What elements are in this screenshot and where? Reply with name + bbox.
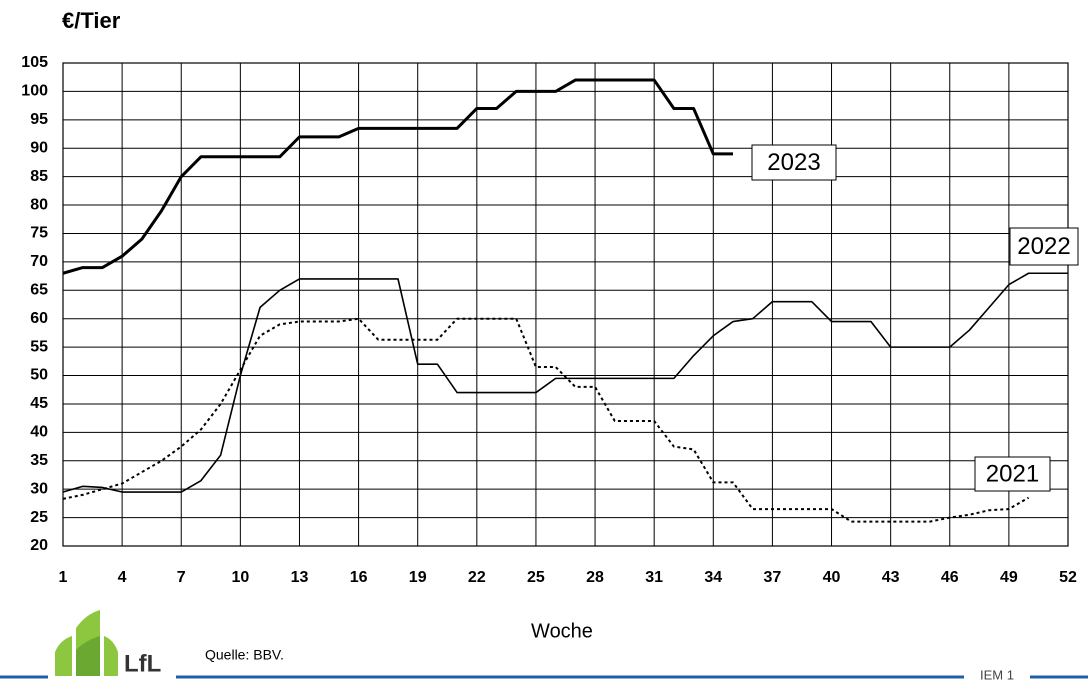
y-tick-label: 70 [30,253,48,270]
x-tick-label: 22 [468,569,486,586]
y-tick-label: 30 [30,480,48,497]
plot-frame [62,62,1069,547]
series-label: 2021 [986,460,1039,487]
series-label-box [1009,227,1079,266]
y-tick-label: 40 [30,424,48,441]
x-tick-label: 52 [1059,569,1077,586]
y-tick-label: 80 [30,196,48,213]
y-tick-label: 75 [30,225,48,242]
series-line [62,317,1030,523]
x-tick-label: 46 [941,569,959,586]
y-tick-label: 90 [30,139,48,156]
x-tick-label: 4 [118,569,127,586]
y-tick-label: 105 [21,54,48,71]
series-label-box [751,144,837,181]
x-tick-label: 25 [527,569,545,586]
x-tick-label: 13 [291,569,309,586]
y-tick-label: 55 [30,338,48,355]
x-tick-label: 28 [586,569,604,586]
x-tick-label: 7 [177,569,186,586]
x-tick-label: 16 [350,569,368,586]
series-label: 2022 [1017,233,1070,260]
y-tick-label: 85 [30,168,48,185]
series-label: 2023 [767,149,820,176]
x-tick-label: 49 [1000,569,1018,586]
x-tick-label: 34 [704,569,722,586]
x-tick-label: 40 [823,569,841,586]
y-tick-label: 100 [21,83,48,100]
y-tick-label: 25 [30,509,48,526]
y-tick-label: 95 [30,111,48,128]
source-note: Quelle: BBV. [205,647,284,663]
chart-title: €/Tier [62,8,121,33]
y-tick-label: 45 [30,395,48,412]
y-tick-label: 50 [30,367,48,384]
footer-text: IEM 1 [980,667,1014,682]
logo-text: LfL [124,650,161,677]
x-tick-label: 10 [231,569,249,586]
series-line [62,78,733,275]
x-tick-label: 37 [764,569,782,586]
x-tick-label: 19 [409,569,427,586]
series-line [62,272,1068,493]
x-tick-label: 1 [59,569,68,586]
x-axis-label: Woche [531,620,593,642]
series-label-box [974,456,1051,492]
y-tick-label: 20 [30,537,48,554]
x-tick-label: 43 [882,569,900,586]
logo-leaves [55,610,118,676]
x-tick-label: 31 [645,569,663,586]
y-tick-label: 60 [30,310,48,327]
y-tick-label: 35 [30,452,48,469]
y-tick-label: 65 [30,282,48,299]
